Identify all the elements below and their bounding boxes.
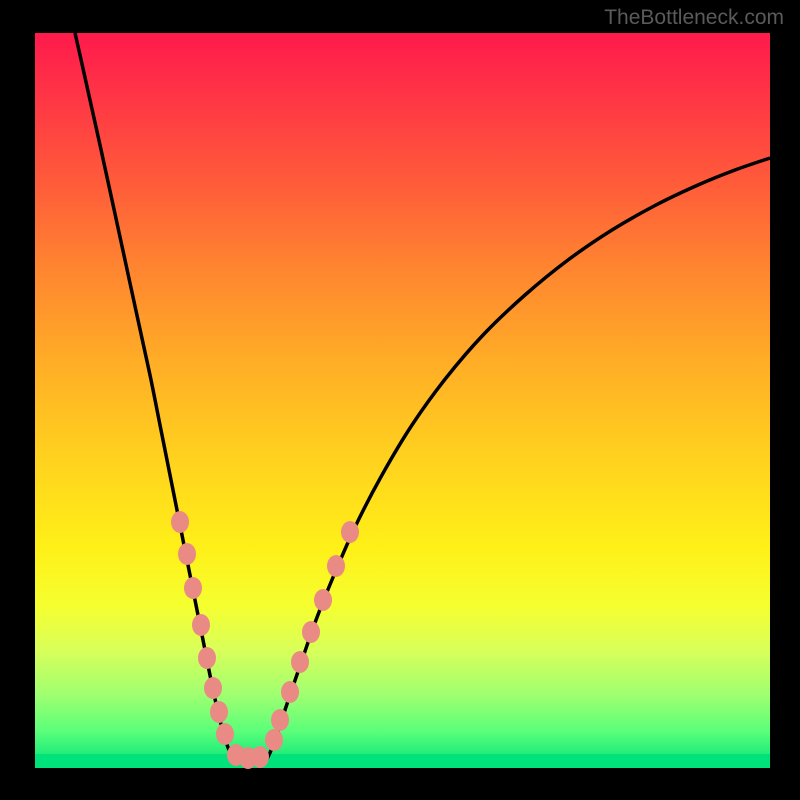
data-dot bbox=[302, 621, 320, 643]
data-dot bbox=[204, 677, 222, 699]
data-dot bbox=[178, 543, 196, 565]
data-dot bbox=[171, 511, 189, 533]
scatter-dots bbox=[171, 511, 359, 769]
data-dot bbox=[265, 729, 283, 751]
data-dot bbox=[291, 651, 309, 673]
data-dot bbox=[327, 555, 345, 577]
data-dot bbox=[271, 709, 289, 731]
data-dot bbox=[192, 614, 210, 636]
data-dot bbox=[341, 521, 359, 543]
right-curve bbox=[267, 158, 770, 759]
data-dot bbox=[184, 577, 202, 599]
data-dot bbox=[314, 589, 332, 611]
data-dot bbox=[281, 681, 299, 703]
data-dot bbox=[251, 746, 269, 768]
data-dot bbox=[210, 701, 228, 723]
data-dot bbox=[198, 647, 216, 669]
watermark-text: TheBottleneck.com bbox=[604, 6, 784, 30]
chart-svg bbox=[0, 0, 800, 800]
data-dot bbox=[216, 723, 234, 745]
